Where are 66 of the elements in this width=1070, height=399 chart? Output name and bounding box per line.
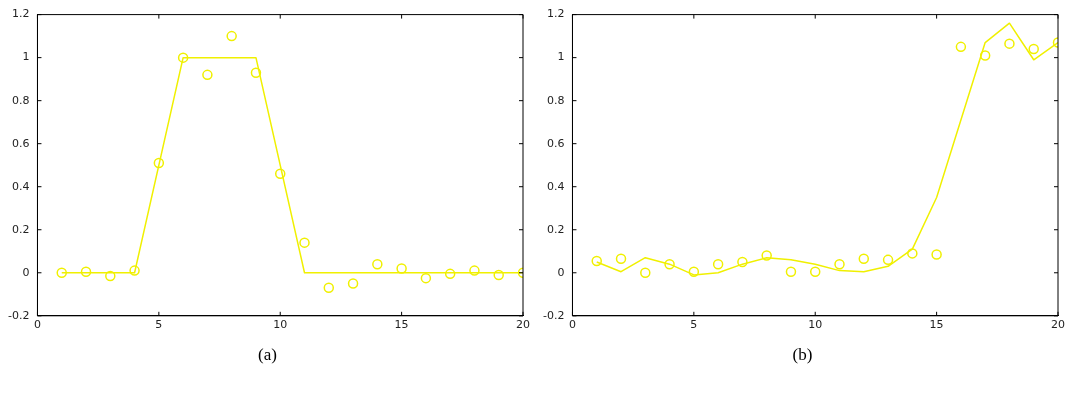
y-tick-label: 0.4 bbox=[11, 179, 30, 193]
x-tick-label: 20 bbox=[516, 318, 530, 332]
y-tick-label: 0.8 bbox=[546, 93, 565, 107]
point bbox=[80, 266, 92, 277]
point bbox=[396, 263, 407, 274]
point bbox=[469, 265, 480, 276]
point bbox=[1004, 38, 1015, 49]
point bbox=[226, 30, 237, 42]
point bbox=[372, 258, 383, 270]
point bbox=[420, 272, 432, 284]
point bbox=[177, 52, 189, 63]
y-tick-label: 0.8 bbox=[11, 93, 30, 107]
point bbox=[785, 266, 797, 277]
y-tick-label: 0 bbox=[22, 265, 30, 279]
point bbox=[591, 255, 602, 267]
point bbox=[640, 267, 651, 279]
point bbox=[347, 278, 359, 289]
y-tick-label: 0.6 bbox=[11, 136, 30, 150]
point bbox=[493, 269, 504, 281]
y-tick-label: 0.4 bbox=[546, 179, 565, 193]
y-tick-label: 0.6 bbox=[546, 136, 565, 150]
point bbox=[250, 67, 262, 78]
y-tick-label: 0 bbox=[557, 265, 565, 279]
x-tick-label: 5 bbox=[155, 318, 163, 332]
x-tick-label: 15 bbox=[394, 318, 409, 332]
point bbox=[761, 250, 772, 261]
y-tick-label: 1.2 bbox=[546, 7, 565, 21]
text: (a) bbox=[257, 345, 278, 365]
point bbox=[664, 258, 675, 270]
point bbox=[444, 268, 456, 280]
x-tick-label: 10 bbox=[273, 318, 288, 332]
point bbox=[955, 41, 967, 53]
point bbox=[834, 258, 845, 270]
x-tick-label: 0 bbox=[33, 318, 41, 332]
point bbox=[931, 249, 942, 260]
x-tick-label: 10 bbox=[808, 318, 823, 332]
point bbox=[979, 50, 991, 61]
point bbox=[882, 254, 894, 266]
x-tick-label: 15 bbox=[929, 318, 944, 332]
y-tick-label: -0.2 bbox=[542, 308, 565, 322]
point bbox=[105, 270, 116, 282]
point bbox=[688, 266, 700, 277]
y-tick-label: 0.2 bbox=[11, 222, 30, 236]
point bbox=[299, 237, 310, 248]
point bbox=[153, 157, 165, 169]
point bbox=[712, 258, 724, 270]
text: (b) bbox=[791, 345, 814, 365]
point bbox=[129, 265, 140, 276]
y-tick-label: 1 bbox=[22, 50, 30, 64]
point bbox=[858, 253, 870, 265]
y-tick-label: -0.2 bbox=[7, 308, 30, 322]
point bbox=[809, 266, 821, 277]
point bbox=[737, 256, 748, 268]
point bbox=[615, 253, 627, 265]
y-tick-label: 1 bbox=[557, 50, 565, 64]
y-tick-label: 1.2 bbox=[11, 7, 30, 21]
point bbox=[907, 248, 918, 259]
y-tick-label: 0.2 bbox=[546, 222, 565, 236]
point bbox=[56, 267, 67, 279]
x-tick-label: 0 bbox=[568, 318, 576, 332]
point bbox=[323, 282, 335, 294]
point bbox=[1028, 43, 1039, 55]
point bbox=[202, 69, 213, 81]
x-tick-label: 20 bbox=[1051, 318, 1065, 332]
point bbox=[274, 168, 286, 180]
x-tick-label: 5 bbox=[690, 318, 698, 332]
